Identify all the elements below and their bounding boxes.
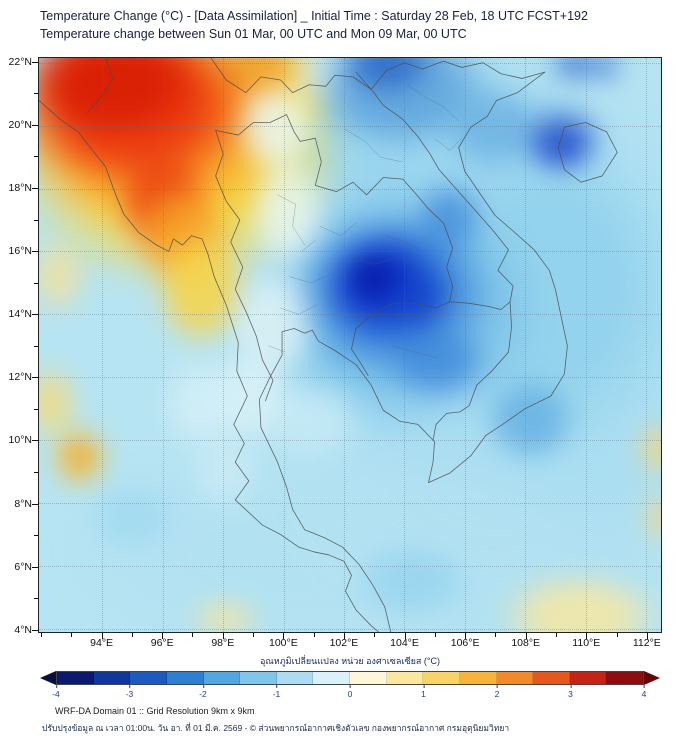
colorbar-segment	[350, 672, 387, 684]
lon-tick-label: 108°E	[511, 637, 541, 649]
field-blob	[63, 439, 95, 475]
myanmar-thailand-border	[216, 115, 287, 401]
field-blob	[381, 322, 494, 403]
colorbar-tick-label: 3	[568, 685, 573, 699]
lat-tick-label: 12°N	[8, 371, 32, 384]
laos-vietnam-border	[356, 72, 513, 302]
colorbar-tick-label: 0	[347, 685, 353, 699]
lon-tick-label: 98°E	[211, 637, 235, 649]
field-blob	[387, 270, 450, 328]
header: Temperature Change (°C) - [Data Assimila…	[40, 7, 588, 43]
field-blob	[350, 540, 475, 621]
field-blob	[642, 488, 661, 546]
colorbar-left-arrow	[40, 671, 56, 685]
colorbar-segment	[386, 672, 424, 684]
coastline-west	[39, 100, 379, 632]
map-area	[38, 57, 662, 633]
colorbar-segment	[569, 672, 607, 684]
lon-tick-label: 112°E	[632, 637, 661, 649]
lat-tick-label: 16°N	[8, 245, 32, 258]
field-blob	[493, 568, 661, 632]
colorbar-tick-label: -1	[272, 685, 281, 699]
colorbar-tick-label: 1	[421, 685, 426, 699]
colorbar: อุณหภูมิเปลี่ยนแปลง หน่วย องศาเซลเซียส (…	[40, 654, 660, 699]
field-blob	[188, 597, 263, 632]
lat-axis: 22°N 20°N 18°N 16°N 14°N 12°N 10°N 8°N 6°N 4°N	[0, 55, 34, 636]
field-blob	[256, 373, 369, 466]
northern-borders	[87, 58, 544, 113]
page-title: Temperature Change (°C) - [Data Assimila…	[40, 9, 588, 23]
lat-tick-label: 6°N	[14, 560, 32, 573]
colorbar-segment	[276, 672, 314, 684]
lon-tick-label: 94°E	[90, 637, 114, 649]
colorbar-segment	[57, 672, 94, 684]
colorbar-ticks: -4 -3 -2 -1 0 1 2 3 4	[52, 685, 647, 699]
field-blob	[527, 115, 596, 173]
field-blob	[586, 58, 624, 84]
field-blob	[636, 419, 661, 478]
lon-tick-label: 100°E	[268, 637, 298, 649]
colorbar-segment	[533, 672, 570, 684]
lat-tick-label: 22°N	[8, 55, 32, 68]
page-subtitle: Temperature change between Sun 01 Mar, 0…	[40, 27, 467, 41]
colorbar-tick-label: 4	[641, 685, 647, 699]
update-info: ปรับปรุงข้อมูล ณ เวลา 01:00น. วัน อา. ที…	[42, 723, 510, 733]
colorbar-tick-label: -2	[199, 685, 207, 699]
colorbar-segment	[130, 672, 167, 684]
thailand-laos-border	[287, 115, 453, 302]
lon-tick-label: 96°E	[150, 637, 174, 649]
field-blob	[39, 58, 207, 145]
field-blob	[188, 431, 263, 512]
lat-tick-label: 14°N	[8, 308, 32, 321]
lon-tick-label: 110°E	[572, 637, 601, 649]
colorbar-segment	[93, 672, 131, 684]
colorbar-segment	[313, 672, 350, 684]
coastline-east	[259, 72, 567, 632]
lon-tick-label: 106°E	[450, 637, 480, 649]
colorbar-segment	[423, 672, 460, 684]
lat-tick-label: 18°N	[8, 181, 32, 194]
lon-axis: 94°E 96°E 98°E 100°E 102°E 104°E 106°E 108°E 110…	[38, 637, 662, 651]
lon-tick-label: 104°E	[390, 637, 419, 649]
cambodia-borders	[352, 302, 512, 440]
temperature-field	[39, 58, 661, 632]
colorbar-segment	[496, 672, 534, 684]
domain-info: WRF-DA Domain 01 :: Grid Resolution 9km …	[55, 706, 255, 716]
colorbar-segment	[203, 672, 241, 684]
field-blob	[39, 235, 89, 317]
colorbar-segment	[459, 672, 497, 684]
country-borders	[39, 58, 661, 632]
colorbar-segment	[166, 672, 204, 684]
hainan-island-outline	[558, 122, 617, 182]
colorbar-tick-label: 2	[494, 685, 500, 699]
colorbar-bar	[40, 671, 660, 685]
province-boundaries	[268, 85, 461, 359]
lat-tick-label: 10°N	[8, 434, 32, 447]
lat-tick-label: 8°N	[14, 497, 32, 510]
lat-tick-label: 20°N	[8, 118, 32, 131]
colorbar-segment	[606, 672, 643, 684]
lon-tick-label: 102°E	[329, 637, 359, 649]
colorbar-tick-label: -4	[52, 685, 60, 699]
field-blob	[480, 373, 581, 466]
colorbar-segments	[56, 671, 644, 685]
field-blob	[82, 477, 183, 558]
colorbar-label: อุณหภูมิเปลี่ยนแปลง หน่วย องศาเซลเซียส (…	[260, 656, 440, 666]
colorbar-tick-label: -3	[125, 685, 134, 699]
lat-tick-label: 4°N	[14, 623, 32, 636]
colorbar-right-arrow	[644, 671, 660, 685]
colorbar-segment	[240, 672, 277, 684]
